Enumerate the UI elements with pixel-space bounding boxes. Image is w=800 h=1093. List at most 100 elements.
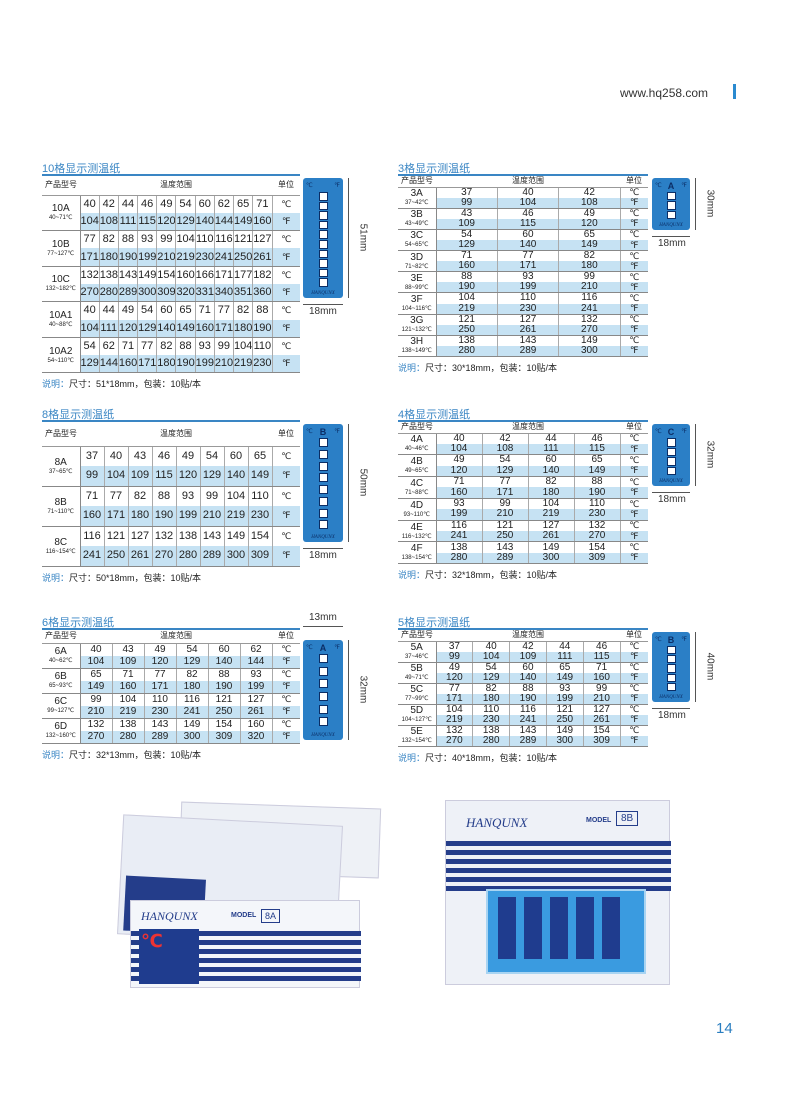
value-cell: 177 bbox=[233, 266, 254, 284]
value-cell: 138 bbox=[436, 335, 498, 346]
value-cell: 171 bbox=[497, 261, 560, 273]
value-cell: 171 bbox=[104, 506, 129, 527]
unit-cell: ℃ bbox=[619, 704, 648, 715]
table-row: 120 129 140 149 ℉ bbox=[398, 465, 648, 478]
value-cell: 40 bbox=[436, 433, 483, 444]
size-note: 说明：尺寸：32*18mm，包装：10贴/本 bbox=[398, 568, 648, 581]
model-name: 3A bbox=[410, 188, 423, 200]
value-cell: 44 bbox=[99, 301, 119, 320]
value-cell: 320 bbox=[240, 730, 273, 744]
unit-cell: ℉ bbox=[271, 466, 300, 487]
model-cell: 3B 43~49℃ bbox=[398, 208, 437, 230]
indicator-cell bbox=[667, 210, 676, 219]
value-cell: 129 bbox=[436, 239, 498, 252]
model-cell: 5B 49~71℃ bbox=[398, 662, 437, 684]
unit-cell: ℃ bbox=[619, 541, 648, 553]
table-row: 10C 132~182℃ 132 138 143 149 154 160 166 171 177 18… bbox=[42, 266, 300, 303]
table-row: 270 280 289 300 309 ℉ bbox=[398, 735, 648, 747]
header-model: 产品型号 bbox=[398, 421, 436, 434]
table-row: 171 180 190 199 210 219 230 241 250 261 ℉ bbox=[42, 248, 300, 267]
value-cell: 110 bbox=[248, 486, 273, 506]
value-cell: 270 bbox=[574, 531, 621, 543]
height-dimension-line bbox=[695, 632, 696, 702]
model-cell: 10A2 54~110℃ bbox=[42, 337, 81, 374]
spec-table: 产品型号 温度范围 单位 8A 37~65℃ 37 40 43 46 49 54 60 65 ℃ 99 104… bbox=[42, 420, 300, 567]
table-row: 8B 71~110℃ 71 77 82 88 93 99 104 110 ℃ bbox=[42, 486, 300, 527]
section-1: 3格显示测温纸 产品型号 温度范围 单位 3A 37~42℃ 37 40 42 ℃ 99 104 108… bbox=[398, 160, 648, 374]
width-dimension: 18mm bbox=[309, 306, 337, 317]
value-cell: 280 bbox=[176, 546, 201, 567]
value-cell: 132 bbox=[436, 725, 474, 736]
value-cell: 143 bbox=[118, 266, 139, 284]
value-cell: 250 bbox=[104, 546, 129, 567]
model-name: 3F bbox=[410, 294, 423, 306]
value-cell: 300 bbox=[137, 283, 158, 303]
value-cell: 77 bbox=[144, 668, 177, 681]
model-name: 4A bbox=[410, 434, 423, 446]
unit-cell: ℃ bbox=[271, 718, 300, 731]
unit-cell: ℉ bbox=[271, 546, 300, 567]
value-cell: 65 bbox=[574, 454, 621, 466]
model-range: 49~71℃ bbox=[404, 675, 429, 681]
height-dimension: 30mm bbox=[704, 189, 716, 218]
value-cell: 65 bbox=[233, 195, 254, 213]
model-cell: 8A 37~65℃ bbox=[42, 446, 81, 487]
table-row: 219 230 241 250 261 ℉ bbox=[398, 714, 648, 726]
unit-cell: ℉ bbox=[271, 319, 300, 338]
unit-cell: ℉ bbox=[619, 443, 648, 456]
value-cell: 331 bbox=[195, 283, 215, 303]
note-label: 说明： bbox=[42, 749, 70, 760]
value-cell: 62 bbox=[99, 337, 119, 356]
note-label: 说明： bbox=[398, 752, 426, 763]
model-range: 49~65℃ bbox=[404, 468, 429, 475]
value-cell: 62 bbox=[240, 643, 273, 656]
sticker-letter: A bbox=[319, 643, 327, 653]
value-cell: 127 bbox=[128, 526, 153, 546]
section-5: 5格显示测温纸 产品型号 温度范围 单位 5A 37~46℃ 37 40 42 44 46 ℃ 99 10… bbox=[398, 614, 648, 764]
value-cell: 180 bbox=[472, 693, 511, 705]
value-cell: 340 bbox=[214, 283, 235, 303]
header-unit: 单位 bbox=[620, 421, 648, 434]
website-url[interactable]: www.hq258.com bbox=[620, 86, 709, 100]
value-cell: 115 bbox=[583, 651, 621, 663]
value-cell: 149 bbox=[224, 526, 249, 546]
value-cell: 129 bbox=[175, 212, 196, 232]
unit-cell: ℉ bbox=[271, 730, 300, 744]
table-row: 3G 121~132℃ 121 127 132 ℃ bbox=[398, 314, 648, 336]
value-cell: 143 bbox=[482, 541, 529, 553]
indicator-cell bbox=[319, 220, 328, 230]
value-cell: 88 bbox=[509, 683, 547, 694]
value-cell: 230 bbox=[574, 509, 621, 521]
value-cell: 110 bbox=[195, 230, 215, 249]
fahrenheit-icon: ℉ bbox=[681, 183, 687, 189]
indicator-cell bbox=[319, 485, 328, 494]
model-range: 104~116℃ bbox=[401, 306, 432, 313]
height-dimension: 32mm bbox=[704, 440, 716, 469]
note-label: 说明： bbox=[42, 379, 70, 390]
model-name: 3H bbox=[410, 336, 424, 348]
value-cell: 37 bbox=[436, 641, 474, 652]
model-name: 10A bbox=[51, 203, 70, 215]
header-model: 产品型号 bbox=[398, 629, 436, 642]
value-cell: 149 bbox=[176, 718, 209, 731]
value-cell: 121 bbox=[233, 230, 254, 249]
value-cell: 40 bbox=[80, 195, 100, 213]
value-cell: 93 bbox=[436, 498, 483, 510]
value-cell: 149 bbox=[558, 335, 621, 346]
unit-cell: ℉ bbox=[619, 282, 648, 294]
size-note: 说明：尺寸：51*18mm，包装：10贴/本 bbox=[42, 377, 300, 390]
celsius-icon: ℃ bbox=[655, 637, 662, 643]
model-cell: 4A 40~46℃ bbox=[398, 433, 437, 456]
fahrenheit-icon: ℉ bbox=[681, 637, 687, 643]
table-row: 99 104 109 111 115 ℉ bbox=[398, 651, 648, 663]
model-name: 6C bbox=[54, 696, 68, 707]
value-cell: 71 bbox=[252, 195, 273, 213]
model-range: 132~182℃ bbox=[45, 286, 76, 293]
sticker-brand: HANQUNX bbox=[659, 695, 683, 700]
sticker-illustration: B ℃ ℉ HANQUNX bbox=[303, 424, 343, 542]
value-cell: 230 bbox=[144, 705, 177, 719]
model-range: 116~154℃ bbox=[45, 548, 76, 555]
value-cell: 93 bbox=[497, 271, 560, 283]
table-row: 99 104 109 115 120 129 140 149 ℉ bbox=[42, 466, 300, 487]
value-cell: 180 bbox=[99, 248, 119, 267]
